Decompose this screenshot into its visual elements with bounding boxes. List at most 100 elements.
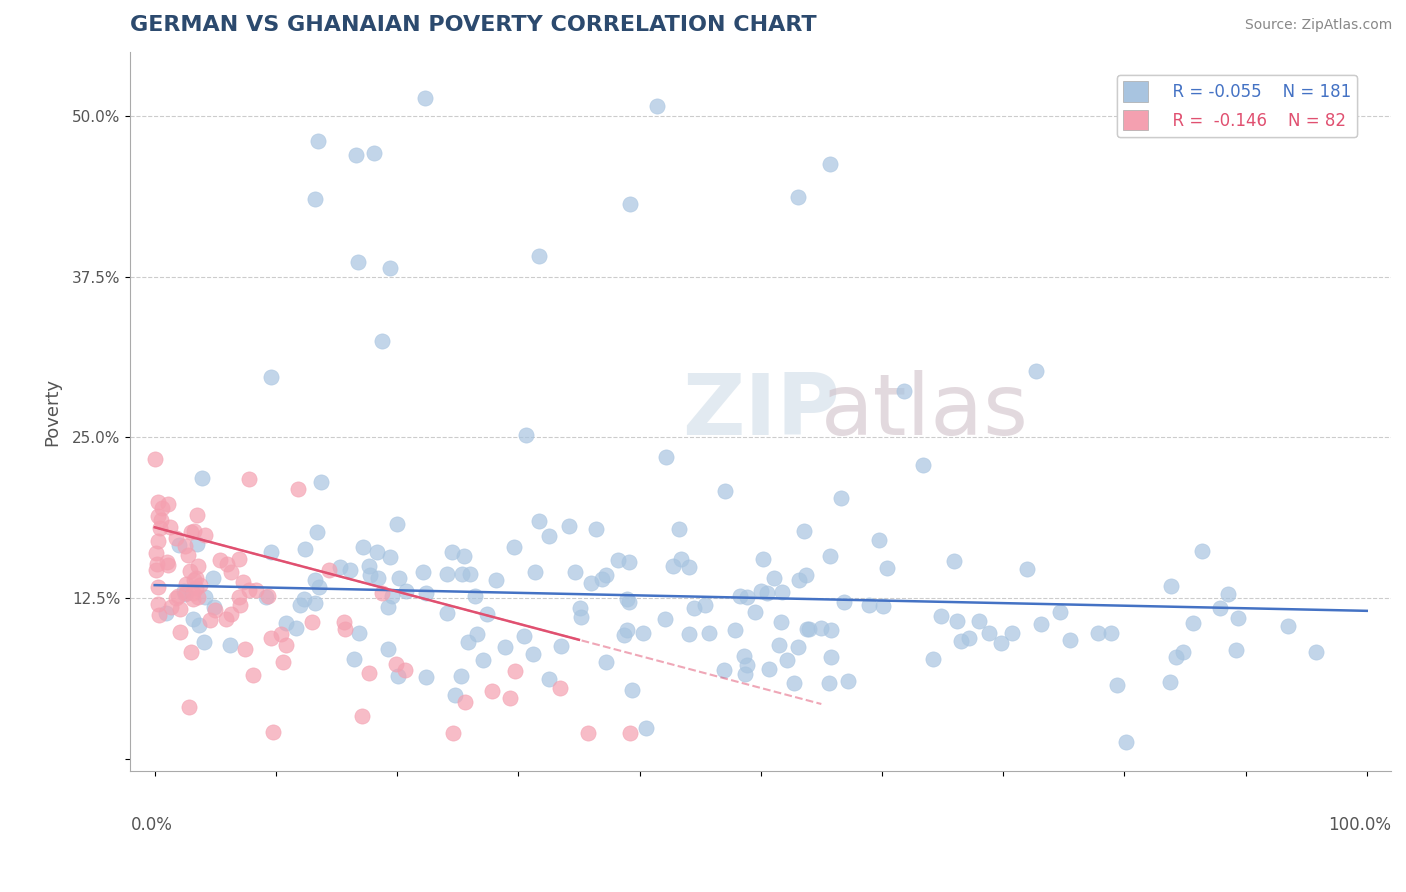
Point [367,571,389,585]
Point [967,614,990,628]
Point [921,652,943,666]
Point [787,640,810,654]
Point [146,495,169,509]
Point [181,591,204,606]
Point [148,607,170,622]
Point [366,545,388,559]
Point [1225,643,1247,657]
Point [911,458,934,472]
Point [262,725,284,739]
Point [156,555,179,569]
Point [457,634,479,648]
Point [820,650,842,665]
Point [796,622,818,636]
Point [682,600,704,615]
Point [585,522,607,536]
Point [187,617,209,632]
Point [215,612,238,626]
Point [165,531,187,545]
Point [1025,364,1047,378]
Point [818,676,841,690]
Point [304,596,326,610]
Point [359,559,381,574]
Point [737,658,759,673]
Point [311,475,333,489]
Point [793,524,815,538]
Point [515,428,537,442]
Point [485,573,508,587]
Point [768,639,790,653]
Point [238,583,260,598]
Point [441,726,464,740]
Point [333,623,356,637]
Point [377,600,399,615]
Point [744,605,766,619]
Point [233,641,256,656]
Point [949,633,972,648]
Point [238,472,260,486]
Point [634,722,657,736]
Point [576,726,599,740]
Point [159,599,181,614]
Point [371,586,394,600]
Point [713,663,735,677]
Point [1305,645,1327,659]
Point [1191,544,1213,558]
Point [388,571,411,585]
Point [157,558,180,573]
Point [810,621,832,635]
Point [228,590,250,604]
Point [174,586,197,600]
Point [1173,645,1195,659]
Point [169,625,191,640]
Point [352,709,374,723]
Point [1015,561,1038,575]
Point [695,598,717,612]
Point [770,585,793,599]
Point [751,583,773,598]
Point [1001,625,1024,640]
Point [186,508,208,523]
Point [450,566,472,581]
Point [215,557,238,571]
Point [363,145,385,160]
Point [274,638,297,652]
Point [513,629,536,643]
Point [1226,610,1249,624]
Point [183,524,205,538]
Point [436,566,458,581]
Point [876,560,898,574]
Point [179,700,201,714]
Point [568,600,591,615]
Point [179,564,201,578]
Text: ZIP: ZIP [682,370,839,453]
Point [441,545,464,559]
Point [481,684,503,698]
Point [412,565,434,579]
Point [381,590,404,604]
Point [550,639,572,653]
Point [413,91,436,105]
Point [167,538,190,552]
Point [1099,626,1122,640]
Point [180,645,202,659]
Point [786,189,808,203]
Point [616,623,638,637]
Point [260,632,283,646]
Point [270,627,292,641]
Point [471,652,494,666]
Point [186,537,208,551]
Point [837,674,859,689]
Point [1216,587,1239,601]
Point [678,560,700,574]
Point [173,587,195,601]
Point [395,583,418,598]
Point [1159,674,1181,689]
Legend:   R = -0.055    N = 181,   R =  -0.146    N = 82: R = -0.055 N = 181, R = -0.146 N = 82 [1116,75,1357,136]
Point [977,626,1000,640]
Point [776,653,799,667]
Point [318,563,340,577]
Point [797,622,820,636]
Point [503,664,526,678]
Point [443,688,465,702]
